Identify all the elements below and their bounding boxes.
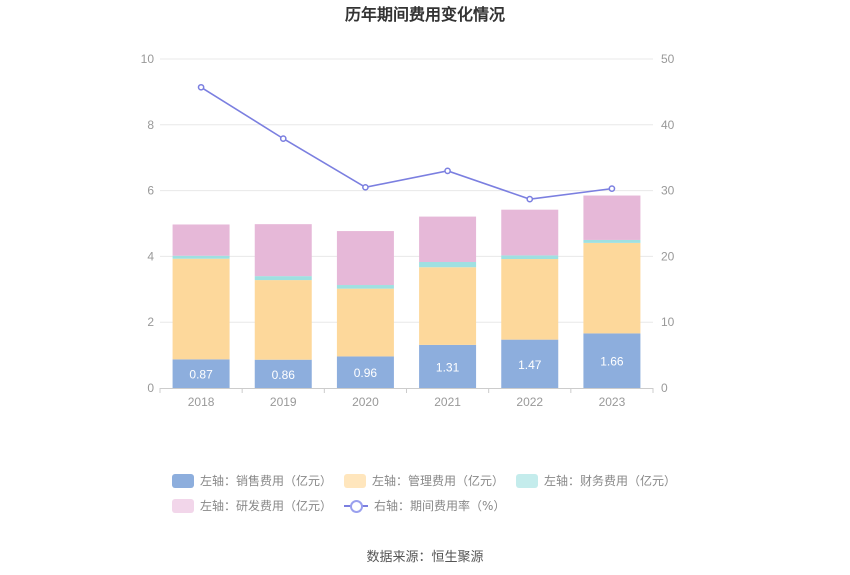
bar-rnd: [583, 195, 641, 240]
rate-line-path: [200, 86, 613, 200]
legend-swatch-rnd: [172, 498, 194, 513]
bar-finance: [172, 255, 230, 259]
legend-swatch-sales: [172, 473, 194, 488]
x-tick-label: 2018: [188, 395, 215, 409]
bar-data-label: 0.87: [189, 368, 213, 382]
bar-finance: [501, 255, 559, 260]
bar-data-label: 0.86: [272, 368, 296, 382]
data-source: 数据来源：恒生聚源: [366, 550, 484, 565]
bar-admin: [254, 280, 312, 360]
rate-point: [444, 167, 451, 175]
bar-admin: [336, 288, 394, 357]
bar-finance: [419, 261, 477, 268]
legend-label-admin: 左轴：管理费用（亿元）: [372, 474, 505, 488]
bar-admin: [501, 259, 559, 340]
legend-item-admin[interactable]: 左轴：管理费用（亿元）: [344, 472, 504, 489]
bar-finance: [254, 276, 312, 281]
bar-sales: [172, 359, 230, 388]
bar-sales: [501, 339, 559, 388]
rate-point: [197, 83, 205, 91]
bar-data-label: 0.96: [354, 366, 378, 380]
left-tick-label: 4: [147, 249, 154, 263]
bar-data-label: 1.66: [600, 355, 624, 369]
bar-rnd: [172, 224, 230, 256]
right-tick-label: 50: [661, 52, 675, 66]
left-tick-label: 10: [141, 52, 155, 66]
legend-swatch-rate: [344, 499, 368, 513]
legend-label-sales: 左轴：销售费用（亿元）: [200, 474, 333, 488]
legend-label-rate: 右轴：期间费用率（%）: [374, 499, 506, 513]
bar-admin: [172, 258, 230, 360]
rate-point: [526, 195, 534, 203]
bar-finance: [583, 239, 641, 243]
left-axis: 0 2 4 6 8 10: [141, 52, 155, 395]
left-tick-label: 8: [147, 118, 154, 132]
bar-rnd: [336, 231, 394, 286]
x-tick-label: 2019: [270, 395, 297, 409]
rate-point: [608, 185, 616, 192]
legend-item-rnd[interactable]: 左轴：研发费用（亿元）: [172, 497, 332, 514]
chart-title: 历年期间费用变化情况: [345, 5, 505, 24]
bars: 0.87 0.86 0.96 1.31 1.47 1.66: [172, 195, 641, 388]
legend-item-rate[interactable]: 右轴：期间费用率（%）: [344, 497, 505, 514]
x-tick-label: 2022: [516, 395, 543, 409]
legend-swatch-admin: [344, 473, 366, 488]
rate-point: [362, 183, 369, 191]
rate-point: [279, 135, 287, 142]
right-tick-label: 40: [661, 118, 675, 132]
bar-admin: [419, 267, 477, 345]
bar-sales: [254, 359, 312, 388]
x-tick-label: 2020: [352, 395, 379, 409]
bar-data-label: 1.31: [436, 360, 460, 374]
left-tick-label: 6: [147, 184, 154, 198]
right-tick-label: 10: [661, 315, 675, 329]
left-tick-label: 2: [147, 315, 154, 329]
right-tick-label: 30: [661, 184, 675, 198]
right-tick-label: 0: [661, 381, 668, 395]
legend-label-rnd: 左轴：研发费用（亿元）: [200, 499, 333, 513]
legend-swatch-finance: [516, 473, 538, 488]
bar-admin: [583, 242, 641, 334]
rate-line: [197, 83, 616, 203]
x-tick-label: 2023: [599, 395, 626, 409]
x-tick-label: 2021: [434, 395, 461, 409]
right-axis: 0 10 20 30 40 50: [661, 52, 675, 395]
bar-rnd: [254, 224, 312, 277]
right-tick-label: 20: [661, 249, 675, 263]
x-axis: 2018 2019 2020 2021 2022 2023: [159, 388, 654, 409]
bar-rnd: [501, 209, 559, 256]
bar-data-label: 1.47: [518, 358, 542, 372]
legend-item-finance[interactable]: 左轴：财务费用（亿元）: [516, 472, 676, 489]
legend-label-finance: 左轴：财务费用（亿元）: [544, 474, 677, 488]
bar-finance: [336, 285, 394, 289]
gridlines: [160, 58, 653, 323]
left-tick-label: 0: [147, 381, 154, 395]
bar-rnd: [419, 216, 477, 262]
bar-sales: [583, 333, 641, 388]
legend-item-sales[interactable]: 左轴：销售费用（亿元）: [172, 472, 332, 489]
bar-sales: [336, 356, 394, 388]
bar-sales: [419, 344, 477, 388]
